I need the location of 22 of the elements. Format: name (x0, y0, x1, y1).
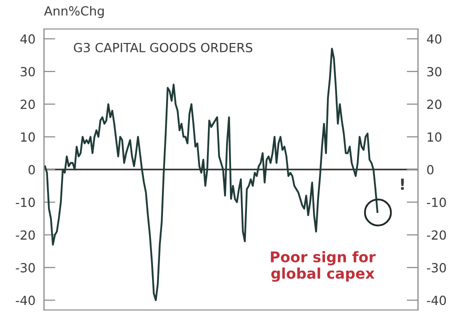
annotation: ! (401, 178, 404, 190)
y-tick-label: 20 (20, 100, 35, 110)
y2-tick-label: -10 (426, 198, 446, 208)
y-tick-label: 30 (20, 66, 35, 76)
y-tick-label: 0 (28, 164, 35, 174)
y-axis-title: Ann%Chg (44, 6, 104, 18)
y-tick-label: 10 (21, 132, 35, 142)
text: G3 CAPITAL GOODS ORDERS (74, 42, 252, 52)
annotation: Poor sign for global capex (270, 251, 376, 282)
y2-tick-label: 0 (427, 164, 434, 174)
y-tick-label: 40 (20, 34, 35, 44)
y-tick-label: -40 (16, 296, 35, 306)
y2-tick-label: -30 (426, 262, 446, 272)
y2-tick-label: 30 (427, 66, 442, 76)
y2-tick-label: -20 (426, 230, 446, 240)
y-tick-label: -10 (16, 198, 35, 208)
y2-tick-label: -40 (426, 296, 446, 306)
y2-tick-label: 10 (428, 132, 442, 142)
y-tick-label: -20 (16, 230, 35, 240)
y-tick-label: -30 (16, 262, 35, 272)
y2-tick-label: 40 (426, 34, 442, 44)
y2-tick-label: 20 (427, 100, 442, 110)
